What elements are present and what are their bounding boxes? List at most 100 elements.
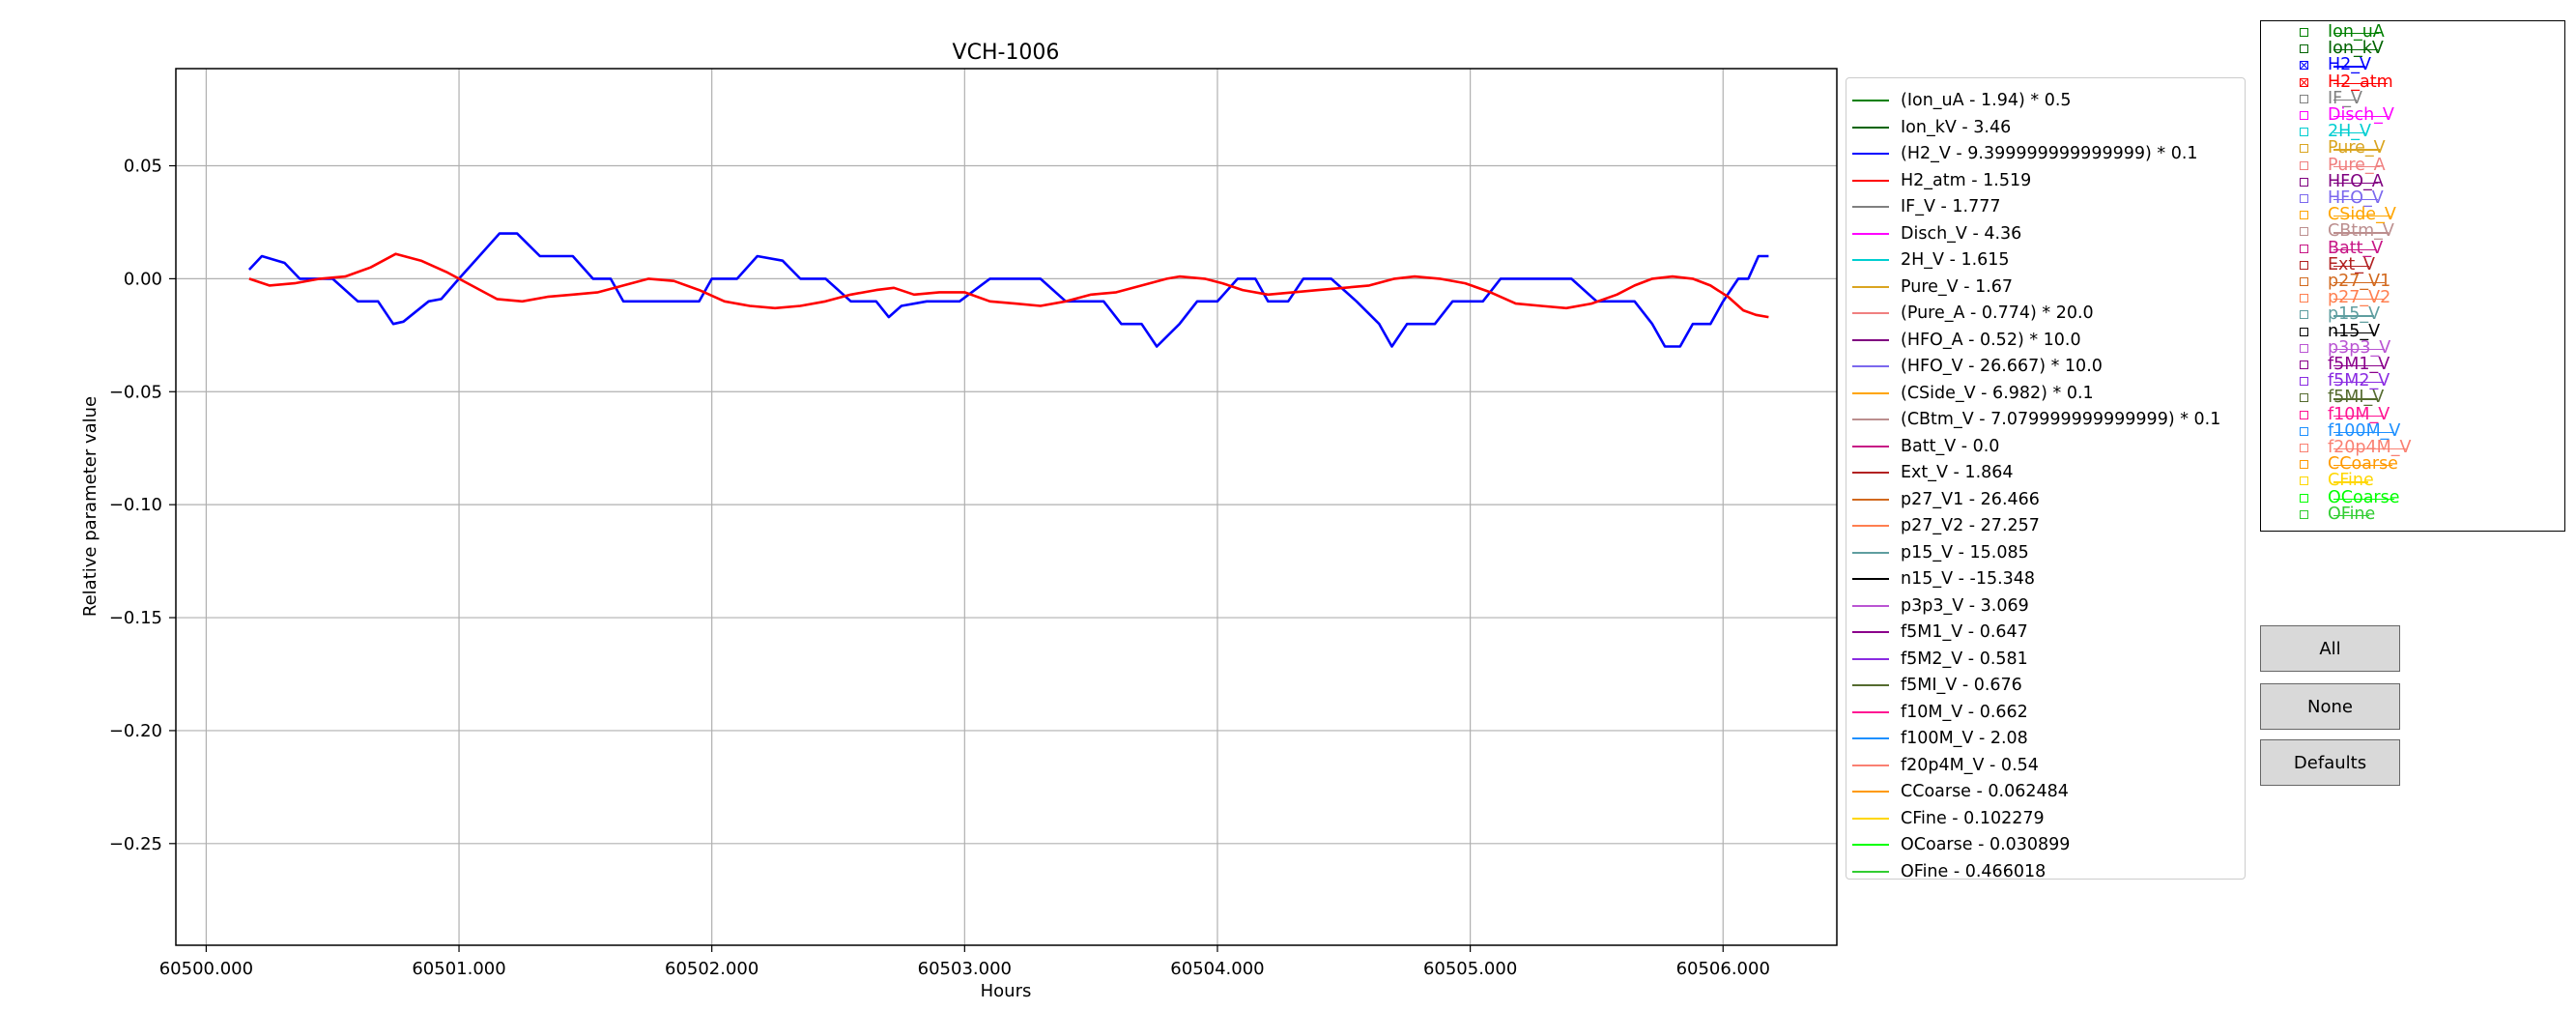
checkbox-unchecked-icon[interactable] — [2300, 294, 2308, 303]
series-toggle-label[interactable]: CFine — [2328, 471, 2374, 491]
series-toggle[interactable]: p3p3_V — [2300, 337, 2391, 358]
series-toggle[interactable]: H2_atm — [2300, 72, 2393, 92]
checkbox-unchecked-icon[interactable] — [2300, 128, 2308, 137]
checkbox-unchecked-icon[interactable] — [2300, 476, 2308, 486]
series-toggle[interactable]: Pure_A — [2300, 155, 2386, 175]
series-toggle[interactable]: Ion_uA — [2300, 22, 2385, 42]
series-toggle[interactable]: n15_V — [2300, 321, 2381, 341]
series-toggle[interactable]: f5M1_V — [2300, 355, 2390, 374]
series-toggle[interactable]: OFine — [2300, 504, 2376, 524]
series-toggle[interactable]: Pure_V — [2300, 140, 2386, 157]
series-toggle[interactable]: 2H_V — [2300, 122, 2372, 142]
series-toggle-label[interactable]: p15_V — [2328, 304, 2381, 325]
series-toggle-label[interactable]: Pure_V — [2328, 138, 2386, 159]
series-toggle[interactable]: Batt_V — [2300, 238, 2384, 258]
series-toggle-label[interactable]: IF_V — [2328, 88, 2362, 108]
series-toggle-label[interactable]: HFO_V — [2328, 188, 2384, 208]
checkbox-unchecked-icon[interactable] — [2300, 177, 2308, 187]
checkbox-unchecked-icon[interactable] — [2300, 327, 2308, 336]
series-toggle-label[interactable]: f100M_V — [2328, 420, 2401, 441]
checkbox-unchecked-icon[interactable] — [2300, 444, 2308, 452]
series-toggle[interactable]: p15_V — [2300, 306, 2380, 323]
series-toggle[interactable]: Ion_kV — [2300, 39, 2384, 59]
series-toggle[interactable]: Ext_V — [2300, 254, 2375, 274]
checkbox-unchecked-icon[interactable] — [2300, 144, 2308, 154]
series-toggle-label[interactable]: f5M2_V — [2328, 371, 2390, 391]
series-toggle[interactable]: f100M_V — [2300, 420, 2401, 441]
legend-entry: IF_V - 1.777 — [1852, 194, 2001, 219]
series-toggle[interactable]: Disch_V — [2300, 105, 2394, 125]
checkbox-unchecked-icon[interactable] — [2300, 377, 2308, 387]
series-toggle-label[interactable]: CBtm_V — [2328, 221, 2394, 242]
series-toggle[interactable]: f10M_V — [2300, 404, 2390, 424]
checkbox-unchecked-icon[interactable] — [2300, 493, 2308, 503]
series-toggle[interactable]: H2_V — [2300, 57, 2371, 73]
checkbox-unchecked-icon[interactable] — [2300, 111, 2308, 120]
series-toggle-label[interactable]: Batt_V — [2328, 238, 2384, 258]
series-toggle-label[interactable]: p27_V1 — [2328, 272, 2391, 291]
checkbox-unchecked-icon[interactable] — [2300, 28, 2308, 37]
series-toggle-label[interactable]: Ion_uA — [2328, 22, 2385, 42]
defaults-button[interactable]: Defaults — [2260, 739, 2400, 786]
checkbox-unchecked-icon[interactable] — [2300, 460, 2308, 470]
series-toggle-label[interactable]: f10M_V — [2328, 404, 2390, 424]
checkbox-unchecked-icon[interactable] — [2300, 310, 2308, 320]
checkbox-unchecked-icon[interactable] — [2300, 410, 2308, 419]
legend-line-swatch — [1852, 737, 1889, 739]
checkbox-unchecked-icon[interactable] — [2300, 277, 2308, 286]
series-toggle-label[interactable]: CSide_V — [2328, 205, 2396, 225]
series-toggle[interactable]: p27_V2 — [2300, 288, 2391, 308]
series-toggle-label[interactable]: Ion_kV — [2328, 39, 2384, 59]
checkbox-unchecked-icon[interactable] — [2300, 211, 2308, 220]
checkbox-unchecked-icon[interactable] — [2300, 343, 2308, 353]
series-toggle-label[interactable]: Ext_V — [2328, 254, 2375, 274]
checkbox-unchecked-icon[interactable] — [2300, 94, 2308, 103]
series-toggle[interactable]: f5M2_V — [2300, 371, 2390, 391]
series-toggle[interactable]: CCoarse — [2300, 454, 2398, 475]
series-toggle[interactable]: p27_V1 — [2300, 272, 2391, 291]
series-toggle[interactable]: HFO_V — [2300, 188, 2384, 208]
series-toggle-label[interactable]: Disch_V — [2328, 105, 2394, 125]
series-toggle[interactable]: IF_V — [2300, 88, 2362, 108]
select-all-button[interactable]: All — [2260, 625, 2400, 672]
series-toggle-label[interactable]: H2_atm — [2328, 72, 2393, 92]
legend-label: f5M2_V - 0.581 — [1901, 649, 2028, 669]
checkbox-checked-icon[interactable] — [2300, 77, 2308, 87]
series-toggle-label[interactable]: OCoarse — [2328, 487, 2400, 507]
series-toggle[interactable]: OCoarse — [2300, 487, 2400, 507]
checkbox-checked-icon[interactable] — [2300, 61, 2308, 71]
checkbox-unchecked-icon[interactable] — [2300, 227, 2308, 237]
series-toggle-label[interactable]: f20p4M_V — [2328, 438, 2412, 457]
series-toggle-label[interactable]: OFine — [2328, 504, 2376, 524]
checkbox-unchecked-icon[interactable] — [2300, 44, 2308, 54]
series-toggle[interactable]: CFine — [2300, 473, 2374, 489]
checkbox-unchecked-icon[interactable] — [2300, 244, 2308, 253]
checkbox-unchecked-icon[interactable] — [2300, 361, 2308, 369]
legend-label: f20p4M_V - 0.54 — [1901, 755, 2039, 775]
legend-entry: Disch_V - 4.36 — [1852, 221, 2021, 246]
series-toggle-label[interactable]: HFO_A — [2328, 171, 2384, 191]
series-toggle[interactable]: f5MI_V — [2300, 390, 2384, 406]
series-toggle-label[interactable]: f5MI_V — [2328, 388, 2385, 408]
series-toggle-label[interactable]: p27_V2 — [2328, 288, 2391, 308]
series-toggle-label[interactable]: p3p3_V — [2328, 337, 2391, 358]
checkbox-unchecked-icon[interactable] — [2300, 509, 2308, 519]
series-toggle-label[interactable]: Pure_A — [2328, 155, 2386, 175]
legend-line-swatch — [1852, 232, 1889, 235]
select-none-button[interactable]: None — [2260, 683, 2400, 730]
series-toggle[interactable]: f20p4M_V — [2300, 438, 2412, 457]
series-toggle-label[interactable]: CCoarse — [2328, 454, 2398, 475]
y-tick-label: 0.05 — [124, 157, 162, 177]
checkbox-unchecked-icon[interactable] — [2300, 393, 2308, 403]
series-toggle-label[interactable]: n15_V — [2328, 321, 2381, 341]
series-toggle[interactable]: HFO_A — [2300, 171, 2384, 191]
series-toggle-label[interactable]: 2H_V — [2328, 122, 2372, 142]
series-toggle[interactable]: CSide_V — [2300, 205, 2396, 225]
checkbox-unchecked-icon[interactable] — [2300, 426, 2308, 436]
series-toggle[interactable]: CBtm_V — [2300, 223, 2394, 240]
series-toggle-label[interactable]: f5M1_V — [2328, 355, 2390, 374]
checkbox-unchecked-icon[interactable] — [2300, 160, 2308, 170]
checkbox-unchecked-icon[interactable] — [2300, 194, 2308, 203]
checkbox-unchecked-icon[interactable] — [2300, 260, 2308, 270]
series-toggle-label[interactable]: H2_V — [2328, 55, 2372, 75]
